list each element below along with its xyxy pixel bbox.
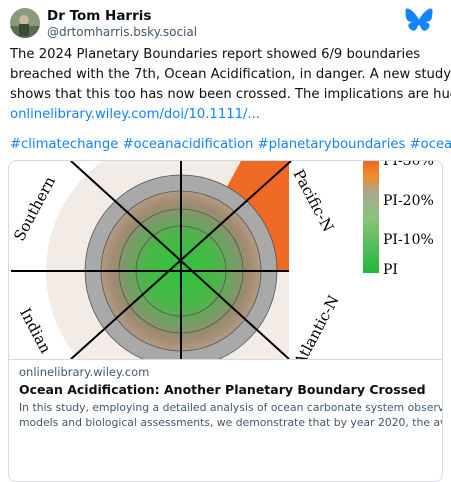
post-text: The 2024 Planetary Boundaries report sho…: [10, 47, 421, 62]
card-domain: onlinelibrary.wiley.com: [19, 365, 150, 379]
card-image: Southern Pacific-N Indian Atlantic-N PI-…: [9, 161, 442, 359]
hashtags[interactable]: #climatechange #oceanacidification #plan…: [10, 137, 451, 152]
card-description: models and biological assessments, we de…: [19, 416, 443, 429]
scale-label: PI-30%: [383, 161, 434, 169]
scale-label: PI-10%: [383, 232, 434, 248]
post-link[interactable]: onlinelibrary.wiley.com/doi/10.1111/...: [10, 107, 261, 122]
scale-label: PI: [383, 262, 398, 278]
post-text: breached with the 7th, Ocean Acidificati…: [10, 67, 451, 82]
card-description: In this study, employing a detailed anal…: [19, 401, 443, 414]
avatar[interactable]: [10, 8, 40, 38]
scale-label: PI-20%: [383, 193, 434, 209]
link-card[interactable]: Southern Pacific-N Indian Atlantic-N PI-…: [8, 160, 443, 482]
card-title: Ocean Acidification: Another Planetary B…: [19, 382, 426, 397]
author-handle[interactable]: @drtomharris.bsky.social: [47, 25, 198, 39]
bluesky-logo[interactable]: [405, 8, 433, 32]
sector-label: Indian: [16, 305, 55, 357]
author-name[interactable]: Dr Tom Harris: [47, 8, 152, 24]
page: Dr Tom Harris @drtomharris.bsky.social T…: [8, 8, 451, 482]
post-text: shows that this too has now been crossed…: [10, 87, 451, 102]
divider: [9, 359, 442, 360]
